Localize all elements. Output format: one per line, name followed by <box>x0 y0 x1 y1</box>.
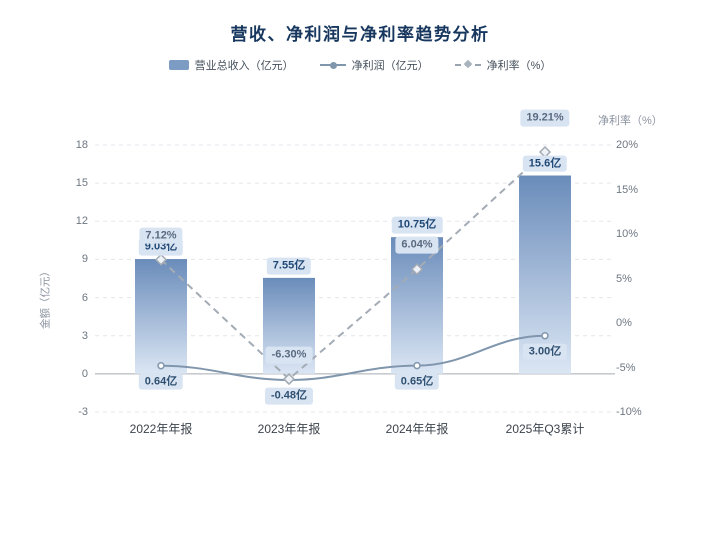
revenue-bar-1[interactable] <box>263 277 315 374</box>
net-profit-line <box>160 334 546 381</box>
legend-item-revenue[interactable]: 营业总收入（亿元） <box>168 57 294 73</box>
net-margin-point-0[interactable] <box>154 253 168 266</box>
legend-label-revenue: 营业总收入（亿元） <box>194 60 294 72</box>
net-profit-point-3[interactable] <box>541 331 549 340</box>
dashed-line-swatch-icon <box>454 64 481 66</box>
left-axis-title: 金额（亿元） <box>39 266 52 329</box>
bar-swatch-icon <box>168 60 189 70</box>
net-margin-point-2[interactable] <box>410 263 424 276</box>
line-swatch-icon <box>319 61 346 69</box>
net-profit-point-0[interactable] <box>157 361 165 370</box>
legend-label-net-profit: 净利润（亿元） <box>351 60 429 72</box>
net-margin-point-3[interactable] <box>538 145 552 159</box>
legend-label-net-margin: 净利率（%） <box>486 60 552 72</box>
legend-item-net-margin[interactable]: 净利率（%） <box>454 57 552 73</box>
net-margin-point-1[interactable] <box>282 373 296 386</box>
revenue-bar-2[interactable] <box>391 237 443 374</box>
revenue-bar-0[interactable] <box>135 259 187 374</box>
revenue-bar-3[interactable] <box>519 175 571 374</box>
net-profit-point-2[interactable] <box>413 361 421 370</box>
right-axis-title: 净利率（%） <box>598 115 663 127</box>
legend-item-net-profit[interactable]: 净利润（亿元） <box>319 57 429 73</box>
chart-title: 营收、净利润与净利率趋势分析 <box>230 25 490 44</box>
net-margin-line <box>160 151 546 381</box>
legend: 营业总收入（亿元） 净利润（亿元） 净利率（%） <box>0 57 720 73</box>
